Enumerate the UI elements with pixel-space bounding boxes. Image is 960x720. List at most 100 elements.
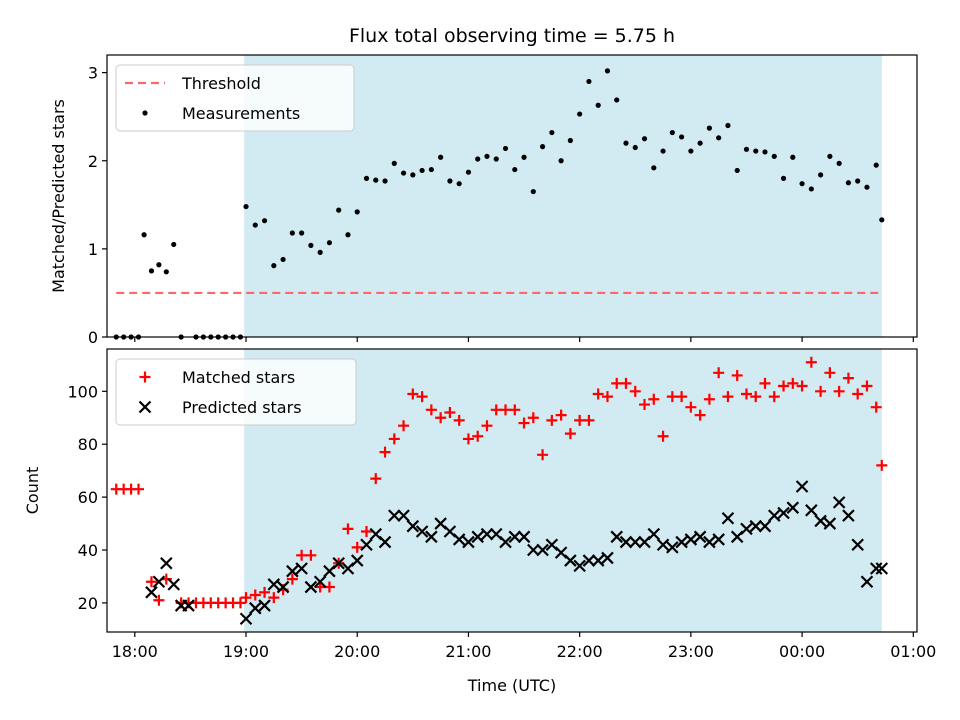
measurements-point [502,145,509,152]
matched-stars-point [842,372,854,384]
predicted-stars-point [805,504,818,517]
matched-stars-point [750,391,762,403]
matched-stars-point [564,428,576,440]
predicted-stars-point [480,527,494,541]
top-y-tick-label: 3 [88,64,98,83]
predicted-stars-point [666,541,679,554]
matched-stars-point [388,433,400,445]
measurements-point [706,125,713,131]
predicted-stars-point [675,535,688,549]
matched-stars-point [861,380,873,392]
predicted-stars-point [249,601,262,615]
matched-stars-point [676,391,688,403]
measurements-point [438,154,444,160]
matched-stars-point [398,420,410,432]
legend-label-threshold: Threshold [181,74,261,93]
measurements-point [521,154,527,160]
measurements-point [400,170,407,176]
matched-stars-point [268,592,280,604]
bottom-legend-box [115,358,357,426]
predicted-stars-point [462,535,475,549]
measurements-point [855,178,861,184]
x-axis-label: Time (UTC) [467,676,556,695]
measurements-point [864,184,870,190]
predicted-stars-point [286,564,299,578]
matched-stars-point [852,388,864,400]
matched-stars-point [666,391,678,403]
measurements-point [660,148,666,154]
x-tick-label: 22:00 [557,642,603,661]
measurements-point [651,165,657,171]
matched-stars-point [286,573,298,585]
measurements-point [465,169,472,175]
matched-stars-point [694,409,706,421]
predicted-stars-point [758,519,772,533]
predicted-stars-point [869,562,883,575]
top-y-tick-label: 2 [88,152,98,171]
legend-marker-predicted-stars [138,400,152,414]
matched-stars-point [407,388,419,400]
predicted-stars-point [258,599,271,612]
measurements-point [428,166,434,173]
matched-stars-point [453,414,465,426]
bottom-y-tick-label: 60 [78,488,98,507]
predicted-stars-point [777,506,790,520]
measurements-point [697,140,703,146]
predicted-stars-point [452,533,466,546]
matched-stars-point [342,523,354,535]
matched-stars-point [796,380,808,392]
top-y-tick-label: 1 [88,240,98,259]
measurements-point [493,156,499,162]
predicted-stars-point [182,599,195,612]
measurements-point [688,148,694,154]
matched-stars-point [537,449,549,461]
predicted-stars-point [397,509,410,522]
measurements-point [818,172,824,178]
matched-stars-point [740,388,752,400]
measurements-point [567,137,573,144]
measurements-point [171,241,177,248]
measurements-point [530,188,536,195]
predicted-stars-point [795,480,809,493]
matched-stars-point [722,391,734,403]
predicted-stars-point [425,530,438,544]
measurements-point [271,263,277,269]
measurements-point [410,172,416,178]
matched-stars-point [379,446,391,458]
matched-stars-point [249,589,261,601]
predicted-stars-point [350,554,364,567]
x-tick-label: 00:00 [779,642,825,661]
measurements-point [743,146,750,152]
predicted-stars-point [295,562,308,575]
matched-stars-point [778,380,790,392]
predicted-stars-point [786,501,800,514]
x-tick-label: 01:00 [890,642,936,661]
predicted-stars-point [875,562,889,575]
measurements-point [678,134,685,140]
measurements-point [382,178,388,184]
bottom-y-tick-label: 80 [78,435,98,454]
measurements-point [632,144,638,151]
measurements-point [558,158,564,164]
matched-stars-point [490,404,502,416]
measurements-point [456,181,462,187]
measurements-point [252,222,258,228]
measurements-point [586,78,592,85]
measurements-point [808,186,814,192]
predicted-stars-point [564,554,577,567]
predicted-stars-point [703,535,716,549]
matched-stars-point [314,581,326,593]
measurements-point [512,166,518,173]
predicted-stars-point [145,586,158,599]
predicted-stars-point [239,612,253,626]
predicted-stars-point [712,533,725,546]
measurements-point [879,217,885,223]
predicted-stars-point [842,509,855,522]
matched-stars-point [876,459,888,471]
predicted-stars-point [152,575,166,589]
measurements-point [790,154,796,160]
matched-stars-point [416,391,428,403]
matched-stars-point [500,404,512,416]
matched-stars-point [639,399,651,411]
